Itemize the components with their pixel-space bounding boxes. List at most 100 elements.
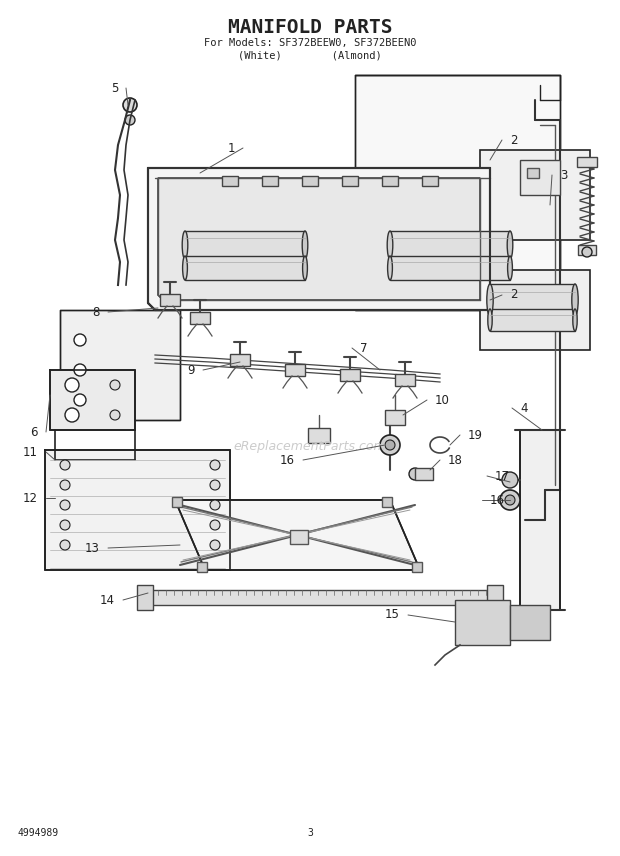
Circle shape (210, 500, 220, 510)
Ellipse shape (388, 231, 393, 259)
Text: 19: 19 (468, 429, 483, 442)
Circle shape (385, 440, 395, 450)
Bar (487, 585, 503, 610)
Text: 15: 15 (385, 609, 400, 621)
Circle shape (123, 98, 137, 112)
Text: eReplacementParts.com: eReplacementParts.com (234, 440, 386, 453)
Text: 7: 7 (360, 342, 368, 354)
Bar (262, 176, 278, 186)
Bar (390, 256, 510, 280)
Polygon shape (520, 430, 560, 610)
Bar (422, 176, 438, 186)
Text: 17: 17 (495, 469, 510, 483)
Text: 18: 18 (448, 454, 463, 467)
Circle shape (74, 364, 86, 376)
Circle shape (125, 115, 135, 125)
Circle shape (210, 460, 220, 470)
Circle shape (74, 334, 86, 346)
Ellipse shape (573, 309, 577, 331)
Circle shape (60, 520, 70, 530)
Polygon shape (480, 150, 590, 240)
Circle shape (65, 408, 79, 422)
Bar (490, 309, 575, 331)
Text: 4994989: 4994989 (18, 828, 59, 838)
Bar (577, 157, 597, 167)
Polygon shape (45, 450, 230, 570)
Bar (185, 231, 305, 259)
Bar (197, 562, 207, 572)
Circle shape (60, 460, 70, 470)
Circle shape (74, 394, 86, 406)
Bar (490, 284, 575, 316)
Circle shape (502, 472, 518, 488)
Text: (White)        (Almond): (White) (Almond) (238, 50, 382, 60)
Bar (510, 605, 550, 640)
Ellipse shape (303, 256, 308, 280)
Ellipse shape (183, 256, 187, 280)
Text: 10: 10 (435, 394, 450, 407)
Polygon shape (60, 310, 180, 420)
Polygon shape (355, 75, 560, 310)
Bar (308, 428, 330, 443)
Bar (342, 176, 358, 186)
Circle shape (380, 435, 400, 455)
Polygon shape (158, 178, 480, 300)
Bar (412, 562, 422, 572)
Text: 12: 12 (23, 491, 38, 504)
Bar (290, 530, 308, 544)
Polygon shape (50, 370, 135, 430)
Text: 4: 4 (520, 401, 528, 414)
Polygon shape (480, 270, 590, 350)
Ellipse shape (182, 231, 188, 259)
Text: 14: 14 (100, 593, 115, 607)
Text: 5: 5 (110, 81, 118, 94)
Bar (382, 497, 392, 507)
Text: 3: 3 (560, 169, 567, 181)
Circle shape (466, 613, 484, 631)
Circle shape (210, 540, 220, 550)
Bar (415, 468, 433, 480)
Ellipse shape (572, 284, 578, 316)
Bar (395, 374, 415, 386)
Ellipse shape (302, 231, 308, 259)
Text: 8: 8 (92, 306, 100, 318)
Bar (302, 176, 318, 186)
Ellipse shape (487, 284, 493, 316)
Circle shape (60, 480, 70, 490)
Bar (145, 590, 495, 605)
Text: 16: 16 (490, 494, 505, 507)
Circle shape (409, 468, 421, 480)
Bar (230, 354, 250, 366)
Text: 11: 11 (23, 445, 38, 459)
Bar (382, 176, 398, 186)
Text: 1: 1 (228, 141, 235, 154)
Ellipse shape (488, 309, 492, 331)
Bar (137, 585, 153, 610)
Bar (455, 600, 510, 645)
Bar (172, 497, 182, 507)
Bar (385, 410, 405, 425)
Circle shape (210, 480, 220, 490)
Text: 9: 9 (187, 364, 195, 377)
Text: For Models: SF372BEEW0, SF372BEEN0: For Models: SF372BEEW0, SF372BEEN0 (204, 38, 416, 48)
Bar (160, 294, 180, 306)
Ellipse shape (507, 231, 513, 259)
Ellipse shape (388, 256, 392, 280)
Bar (390, 231, 510, 259)
Circle shape (459, 606, 491, 638)
Circle shape (60, 500, 70, 510)
Circle shape (582, 247, 592, 257)
Bar (340, 369, 360, 381)
Text: 2: 2 (510, 134, 518, 146)
Bar (527, 168, 539, 178)
Text: 2: 2 (510, 288, 518, 301)
Text: 6: 6 (30, 425, 38, 438)
Circle shape (210, 520, 220, 530)
Text: 3: 3 (307, 828, 313, 838)
Circle shape (110, 380, 120, 390)
Text: MANIFOLD PARTS: MANIFOLD PARTS (228, 18, 392, 37)
Circle shape (65, 378, 79, 392)
Polygon shape (175, 500, 420, 570)
Bar (190, 312, 210, 324)
Circle shape (505, 495, 515, 505)
